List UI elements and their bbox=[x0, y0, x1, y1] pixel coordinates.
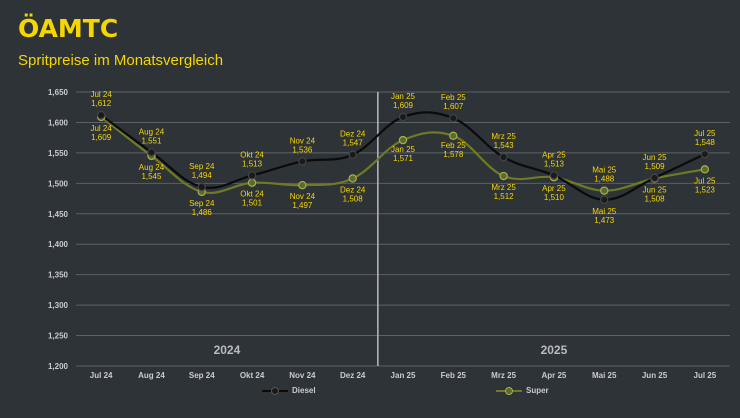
data-point-diesel bbox=[197, 182, 206, 192]
series-layer bbox=[96, 110, 710, 204]
data-label-super: Mai 25 1,488 bbox=[592, 166, 617, 184]
y-tick-label: 1,350 bbox=[48, 271, 69, 280]
chart-subtitle: Spritpreise im Monatsvergleich bbox=[18, 52, 224, 69]
x-tick-label: Jul 24 bbox=[90, 371, 113, 380]
data-label-super: Jan 25 1,571 bbox=[391, 145, 416, 163]
data-point-super bbox=[700, 165, 710, 174]
year-label-2025: 2025 bbox=[541, 343, 568, 357]
data-label-super: Sep 24 1,486 bbox=[189, 199, 215, 217]
x-tick-label: Jan 25 bbox=[391, 371, 416, 380]
label-layer: Jul 24 1,612 Aug 24 1,551 Sep 24 1,494 Okt 24 1… bbox=[90, 90, 716, 225]
data-point-diesel bbox=[700, 149, 710, 159]
data-point-diesel bbox=[147, 148, 156, 157]
y-tick-label: 1,300 bbox=[48, 301, 69, 310]
data-label-diesel: Apr 25 1,513 bbox=[542, 150, 566, 168]
data-label-super: Jul 24 1,609 bbox=[90, 124, 112, 142]
y-tick-label: 1,250 bbox=[48, 332, 69, 341]
x-tick-label: Sep 24 bbox=[189, 371, 215, 380]
data-label-diesel: Feb 25 1,607 bbox=[441, 93, 466, 111]
data-label-diesel: Jan 25 1,609 bbox=[391, 92, 416, 110]
data-label-super: Dez 24 1,508 bbox=[340, 185, 366, 203]
x-tick-label: Apr 25 bbox=[541, 371, 566, 380]
data-label-diesel: Jul 24 1,612 bbox=[90, 90, 112, 108]
legend-item-diesel: Diesel bbox=[262, 386, 316, 395]
data-point-super bbox=[247, 178, 257, 187]
data-point-diesel bbox=[247, 171, 257, 180]
x-tick-label: Mai 25 bbox=[592, 371, 617, 380]
x-tick-label: Okt 24 bbox=[240, 371, 265, 380]
data-point-super bbox=[499, 171, 508, 181]
data-point-diesel bbox=[600, 195, 609, 204]
y-tick-label: 1,400 bbox=[48, 240, 69, 249]
data-point-diesel bbox=[348, 150, 357, 159]
y-tick-label: 1,450 bbox=[48, 210, 69, 219]
data-label-super: Jul 25 1,523 bbox=[694, 176, 716, 194]
data-label-super: Nov 24 1,497 bbox=[290, 192, 316, 210]
data-point-super bbox=[298, 180, 307, 190]
x-tick-label: Nov 24 bbox=[289, 371, 316, 380]
x-tick-label: Dez 24 bbox=[340, 371, 366, 380]
legend-label-super: Super bbox=[526, 386, 549, 395]
data-point-diesel bbox=[449, 113, 458, 123]
x-tick-label: Mrz 25 bbox=[491, 371, 516, 380]
y-tick-label: 1,200 bbox=[48, 362, 69, 371]
data-label-diesel: Dez 24 1,547 bbox=[340, 130, 366, 148]
data-label-super: Jun 25 1,508 bbox=[643, 185, 668, 203]
data-point-super bbox=[449, 131, 458, 141]
data-label-diesel: Mai 25 1,473 bbox=[592, 207, 617, 225]
data-point-diesel bbox=[549, 171, 559, 180]
data-label-super: Feb 25 1,578 bbox=[441, 141, 466, 159]
x-tick-label: Jun 25 bbox=[642, 371, 668, 380]
y-tick-label: 1,500 bbox=[48, 179, 69, 188]
legend-label-diesel: Diesel bbox=[292, 386, 316, 395]
x-tick-label: Jul 25 bbox=[694, 371, 717, 380]
y-tick-label: 1,550 bbox=[48, 149, 69, 158]
data-label-super: Apr 25 1,510 bbox=[542, 184, 566, 202]
axis-layer: 1,650 1,600 1,550 1,500 1,450 1,400 1,350 1,300… bbox=[48, 88, 717, 380]
data-point-super bbox=[398, 135, 408, 145]
y-tick-label: 1,600 bbox=[48, 118, 69, 127]
data-label-diesel: Aug 24 1,551 bbox=[139, 127, 165, 145]
data-label-diesel: Jul 25 1,548 bbox=[694, 129, 716, 147]
x-tick-label: Aug 24 bbox=[138, 371, 165, 380]
data-point-diesel bbox=[298, 157, 307, 166]
data-label-super: Mrz 25 1,512 bbox=[491, 183, 516, 201]
data-point-diesel bbox=[650, 173, 659, 183]
diesel-legend-icon bbox=[262, 386, 288, 395]
data-label-diesel: Sep 24 1,494 bbox=[189, 162, 215, 180]
data-point-diesel bbox=[499, 152, 508, 162]
x-tick-label: Feb 25 bbox=[441, 371, 467, 380]
y-tick-label: 1,650 bbox=[48, 88, 69, 97]
data-label-diesel: Jun 25 1,509 bbox=[643, 153, 668, 171]
data-label-diesel: Mrz 25 1,543 bbox=[491, 132, 516, 150]
oamtc-logo: ÖAMTC bbox=[18, 14, 119, 43]
legend-item-super: Super bbox=[496, 386, 549, 395]
grid-layer bbox=[76, 91, 730, 367]
data-label-diesel: Okt 24 1,513 bbox=[240, 150, 264, 168]
data-label-super: Aug 24 1,545 bbox=[139, 163, 165, 181]
super-legend-icon bbox=[496, 386, 522, 395]
year-label-2024: 2024 bbox=[214, 343, 241, 357]
data-point-diesel bbox=[96, 110, 106, 120]
data-point-diesel bbox=[398, 112, 408, 122]
data-point-super bbox=[348, 174, 357, 183]
data-label-diesel: Nov 24 1,536 bbox=[290, 136, 316, 154]
data-label-super: Okt 24 1,501 bbox=[240, 190, 264, 208]
data-point-super bbox=[600, 186, 609, 195]
